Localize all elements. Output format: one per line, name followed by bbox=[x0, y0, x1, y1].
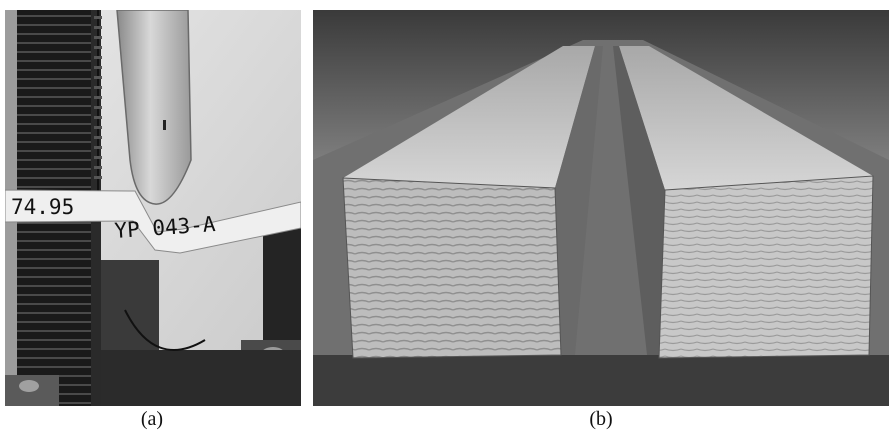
caption-b: (b) bbox=[589, 408, 613, 430]
test-machine-photo: 74.95 YP 043-A bbox=[5, 10, 301, 406]
photo-panel-a: 74.95 YP 043-A bbox=[5, 10, 301, 406]
specimen-mass-label: 74.95 bbox=[11, 195, 74, 219]
photo-panel-b bbox=[313, 10, 889, 406]
caption-a: (a) bbox=[140, 408, 164, 430]
wood-specimens-photo bbox=[313, 10, 889, 406]
